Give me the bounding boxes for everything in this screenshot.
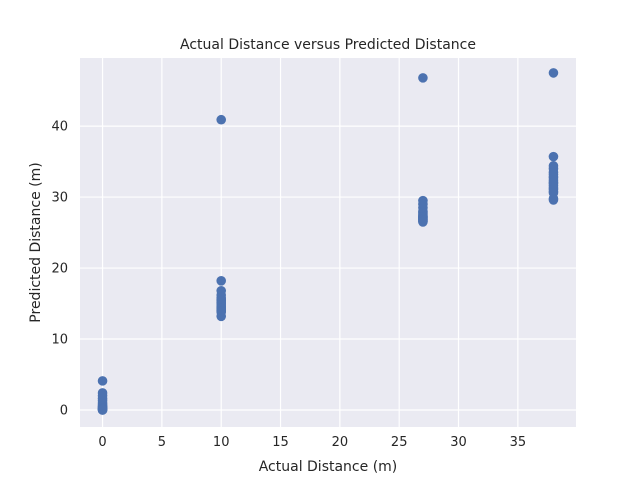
data-points (97, 68, 559, 415)
data-point (418, 217, 428, 227)
x-tick-label: 35 (510, 435, 527, 450)
chart-title: Actual Distance versus Predicted Distanc… (180, 37, 476, 53)
x-tick-label: 20 (332, 435, 349, 450)
data-point (548, 151, 559, 162)
x-axis-label: Actual Distance (m) (259, 459, 398, 475)
data-point (548, 68, 559, 78)
data-point (216, 311, 227, 322)
data-point (548, 195, 559, 205)
data-point (97, 376, 108, 386)
y-tick-label: 0 (60, 403, 68, 418)
y-tick-label: 30 (51, 191, 68, 206)
data-point (216, 276, 227, 286)
x-tick-label: 5 (158, 435, 166, 450)
x-tick-label: 10 (213, 435, 230, 450)
y-axis-ticks: 0 10 20 30 40 (51, 120, 68, 419)
x-tick-label: 30 (450, 435, 467, 450)
data-point (418, 73, 428, 83)
x-tick-label: 0 (98, 435, 106, 450)
x-tick-label: 15 (272, 435, 289, 450)
y-tick-label: 10 (51, 333, 68, 348)
x-axis-ticks: 0 5 10 15 20 25 30 35 (98, 435, 526, 450)
y-tick-label: 20 (51, 262, 68, 277)
y-tick-label: 40 (51, 120, 68, 135)
data-point (216, 114, 227, 125)
x-tick-label: 25 (391, 435, 408, 450)
y-axis-label: Predicted Distance (m) (28, 162, 44, 322)
data-point (97, 405, 108, 415)
plot-area (80, 58, 576, 427)
